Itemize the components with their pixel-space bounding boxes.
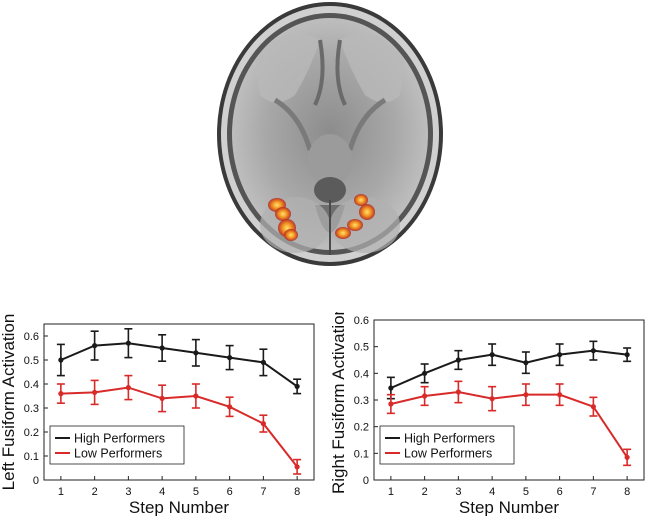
chart0-series-high-point	[260, 359, 266, 365]
chart0-series-high-point	[227, 355, 233, 361]
brain-slice-graphic	[217, 2, 443, 266]
right-fusiform-activation-blob	[335, 194, 375, 239]
chart0-series-low-point	[193, 393, 199, 399]
chart1-legend-label: Low Performers	[404, 447, 492, 461]
chart0-series-high-point	[58, 357, 64, 363]
chart1-xtick-label: 2	[422, 486, 428, 498]
chart0-xtick-label: 8	[294, 486, 300, 498]
chart1-xtick-label: 4	[489, 486, 495, 498]
chart1-ytick-label: 0.6	[354, 315, 369, 327]
chart1-series-high-point	[489, 352, 495, 358]
right-fusiform-chart: 0 0.1 0.2 0.3 0.4 0.5 0.6 1 2 3 4 5 6 7 8 Step Number Ri…	[330, 312, 650, 516]
chart0-series-high-point	[294, 383, 300, 389]
chart0-series-low-point	[92, 389, 98, 395]
left-fusiform-chart-svg: 0 0.1 0.2 0.3 0.4 0.5 0.6 1 2 3 4 5 6 7 8 Step Number Le…	[0, 314, 315, 516]
chart1-xtick-label: 3	[455, 486, 461, 498]
left-fusiform-activation-blob	[268, 198, 298, 241]
chart1-ytick-label: 0.5	[354, 342, 369, 354]
chart0-xtick-label: 4	[159, 486, 165, 498]
chart1-xtick-label: 7	[590, 486, 596, 498]
chart1-series-high-point	[422, 370, 428, 376]
left-fusiform-chart: 0 0.1 0.2 0.3 0.4 0.5 0.6 1 2 3 4 5 6 7 8 Step Number Le…	[0, 312, 320, 516]
chart0-xtick-label: 7	[260, 486, 266, 498]
chart0-ytick-label: 0.4	[24, 379, 39, 391]
chart0-series-low-point	[125, 385, 131, 391]
chart1-series-low-point	[624, 454, 630, 460]
chart0-xtick-label: 2	[92, 486, 98, 498]
chart0-ytick-label: 0.5	[24, 355, 39, 367]
chart0-xlabel: Step Number	[129, 498, 229, 516]
chart1-series-high-point	[590, 348, 596, 354]
chart0-xtick-label: 6	[227, 486, 233, 498]
chart1-series-low-point	[455, 389, 461, 395]
chart1-series-low-point	[489, 396, 495, 402]
chart1-ylabel: Right Fusiform Activation	[330, 312, 348, 494]
chart1-series-high-point	[557, 352, 563, 358]
chart0-ytick-label: 0	[33, 475, 39, 487]
chart0-legend-label: Low Performers	[74, 447, 162, 461]
chart1-xtick-label: 6	[557, 486, 563, 498]
chart1-ytick-label: 0.3	[354, 395, 369, 407]
chart0-series-low-point	[260, 421, 266, 427]
chart1-series-low-point	[422, 393, 428, 399]
chart0-ytick-label: 0.2	[24, 427, 39, 439]
chart1-xlabel: Step Number	[459, 498, 559, 516]
chart1-series-low-line	[390, 390, 628, 458]
chart0-legend-label: High Performers	[74, 432, 165, 446]
chart1-ytick-label: 0	[363, 475, 369, 487]
chart0-xtick-label: 1	[58, 486, 64, 498]
chart1-series-high-line	[390, 349, 628, 389]
chart1-series-high-point	[455, 357, 461, 363]
chart0-series-low-point	[294, 464, 300, 470]
chart1-series-high-point	[624, 352, 630, 358]
chart0-series-high-point	[92, 343, 98, 349]
chart1-ytick-label: 0.2	[354, 422, 369, 434]
chart0-legend-box	[49, 425, 185, 465]
chart0-xtick-label: 5	[193, 486, 199, 498]
chart0-series-low-point	[159, 395, 165, 401]
chart0-series-high-point	[159, 345, 165, 351]
chart1-ytick-label: 0.4	[354, 368, 369, 380]
chart0-plot-frame	[43, 323, 315, 481]
chart0-series-high-point	[125, 340, 131, 346]
chart1-legend-label: High Performers	[404, 432, 495, 446]
chart1-xtick-label: 5	[523, 486, 529, 498]
chart0-series-low-point	[227, 404, 233, 410]
chart1-series-low-point	[388, 401, 394, 407]
brain-axial-slice-image	[215, 0, 445, 268]
chart1-legend-box	[379, 425, 515, 465]
chart0-ylabel: Left Fusiform Activation	[0, 314, 18, 491]
chart1-series-high-point	[523, 360, 529, 366]
chart1-series-low-point	[590, 404, 596, 410]
chart1-ytick-label: 0.1	[354, 448, 369, 460]
chart0-series-high-line	[60, 342, 298, 388]
chart1-series-low-point	[557, 392, 563, 398]
right-fusiform-chart-svg: 0 0.1 0.2 0.3 0.4 0.5 0.6 1 2 3 4 5 6 7 8 Step Number Ri…	[330, 312, 645, 516]
chart0-ytick-label: 0.3	[24, 403, 39, 415]
chart1-xtick-label: 8	[624, 486, 630, 498]
chart1-series-high-point	[388, 385, 394, 391]
chart1-xtick-label: 1	[388, 486, 394, 498]
chart0-series-high-point	[193, 350, 199, 356]
chart0-series-low-point	[58, 391, 64, 397]
chart0-ytick-label: 0.6	[24, 331, 39, 343]
chart1-series-low-point	[523, 392, 529, 398]
chart0-series-low-line	[60, 386, 298, 468]
chart0-xtick-label: 3	[125, 486, 131, 498]
chart0-ytick-label: 0.1	[24, 451, 39, 463]
